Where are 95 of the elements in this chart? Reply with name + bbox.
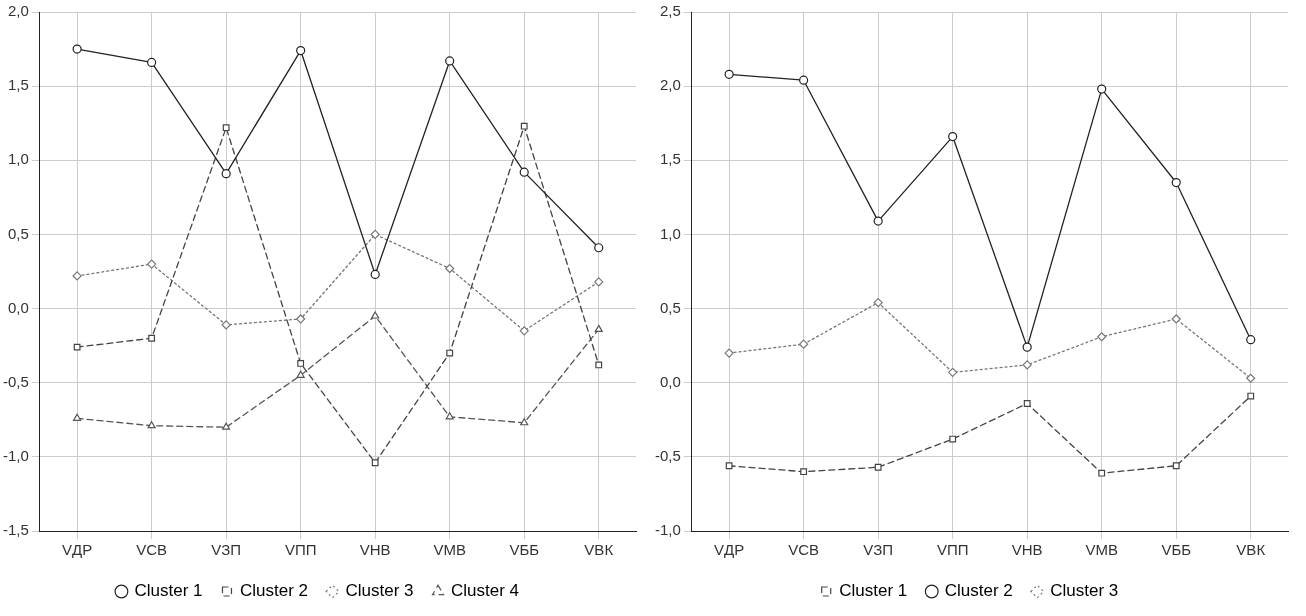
legend-label: Cluster 1 [839,581,908,601]
x-tick-label: VББ [1161,541,1192,559]
y-tick-label: 2,0 [659,76,681,94]
y-tick-label: 0,0 [7,298,29,316]
point [1172,462,1180,470]
y-tick-label: -1,0 [2,447,29,464]
point [1023,400,1031,407]
point [370,229,380,240]
y-tick-label: -1,0 [654,521,681,539]
y-tick-label: 2,5 [659,2,681,20]
point [446,349,454,357]
point [724,348,734,358]
point [873,216,883,226]
point [519,167,529,177]
point [520,122,528,130]
y-tick-label: 0,5 [7,224,29,242]
x-tick-label: VПП [936,541,969,559]
point [371,311,380,319]
y-tick-label: -0,5 [654,447,681,464]
y-tick-label: 1,0 [7,150,29,168]
legend-label: Cluster 2 [239,581,309,601]
point [799,75,809,85]
point [594,324,603,332]
legend-label: Cluster 3 [1050,581,1119,601]
x-tick-label: VББ [509,541,540,559]
point [296,45,306,56]
y-tick-label: 1,0 [659,224,681,242]
y-tick-label: -0,5 [2,372,29,390]
x-tick-label: VНВ [1011,541,1043,559]
point [445,263,455,274]
legend-label: Cluster 1 [134,581,203,601]
point [296,314,306,324]
point [72,271,82,281]
x-tick-label: VВК [1236,541,1266,559]
point [1098,469,1106,477]
point [222,124,230,132]
point [73,413,82,421]
point [1022,360,1032,370]
legend-label: Cluster 4 [451,581,520,601]
point [72,44,82,54]
point [594,243,604,253]
point [799,339,809,349]
point [520,418,529,426]
x-tick-label: VМВ [433,541,466,559]
point [445,412,454,420]
x-tick-label: VМВ [1085,541,1118,559]
x-tick-label: VСВ [788,541,820,559]
legend-label: Cluster 2 [944,581,1013,601]
point [1022,342,1032,352]
point [221,320,231,330]
point [296,370,305,378]
point [594,277,604,287]
point [595,361,603,369]
point [73,343,81,351]
point [297,360,305,367]
y-tick-label: 1,5 [7,76,29,94]
x-tick-label: VСВ [136,541,168,559]
x-tick-label: VДР [714,541,745,559]
x-tick-label: VЗП [863,541,894,559]
point [371,459,379,467]
point [1247,392,1255,400]
y-tick-label: -1,5 [2,521,29,539]
point [948,131,958,142]
point [800,468,808,476]
y-tick-label: 0,0 [659,372,681,390]
x-tick-label: VВК [584,541,614,559]
point [948,367,958,377]
point [1097,332,1107,342]
x-tick-label: VНВ [359,541,391,559]
point [148,334,156,342]
point [725,462,733,470]
point [1097,84,1107,94]
point [370,269,380,280]
x-tick-label: VДР [62,541,93,559]
y-tick-label: 2,0 [7,2,29,20]
point [874,463,882,471]
point [724,69,734,79]
y-tick-label: 0,5 [659,298,681,316]
x-tick-label: VПП [284,541,317,559]
point [221,169,231,179]
point [873,298,883,308]
point [222,422,231,430]
y-tick-label: 1,5 [659,150,681,168]
point [445,56,455,66]
legend-label: Cluster 3 [345,581,414,601]
point [147,57,157,68]
point [949,435,957,443]
point [147,421,156,429]
point [147,259,157,269]
point [1171,314,1181,324]
point [519,326,529,336]
x-tick-label: VЗП [211,541,242,559]
point [1171,177,1181,188]
point [1246,373,1256,383]
point [1246,335,1256,345]
